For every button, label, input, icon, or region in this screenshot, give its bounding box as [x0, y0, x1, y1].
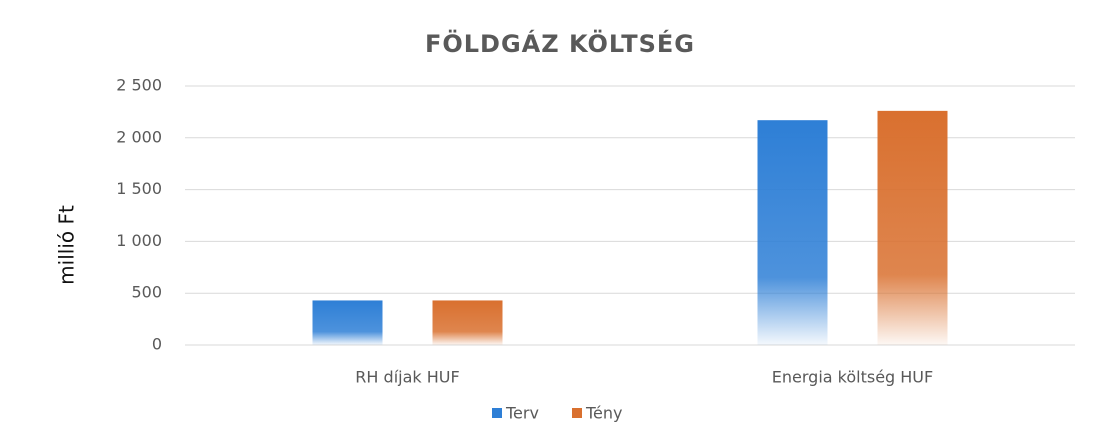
- x-tick-label: RH díjak HUF: [355, 368, 459, 387]
- y-tick-label: 1 500: [116, 179, 162, 198]
- legend-swatch: [492, 408, 502, 418]
- y-axis-label: millió Ft: [55, 205, 79, 285]
- y-tick-label: 2 000: [116, 127, 162, 146]
- bar: [312, 300, 383, 345]
- y-tick-label: 500: [131, 283, 162, 302]
- legend-label: Terv: [505, 404, 539, 423]
- y-tick-label: 0: [152, 335, 162, 354]
- legend-label: Tény: [585, 404, 623, 423]
- bar: [432, 300, 503, 345]
- y-tick-label: 2 500: [116, 76, 162, 95]
- legend-swatch: [572, 408, 582, 418]
- x-tick-label: Energia költség HUF: [772, 368, 933, 387]
- bar: [877, 110, 948, 345]
- bar: [757, 120, 828, 345]
- y-tick-label: 1 000: [116, 231, 162, 250]
- chart-title: FÖLDGÁZ KÖLTSÉG: [425, 28, 695, 58]
